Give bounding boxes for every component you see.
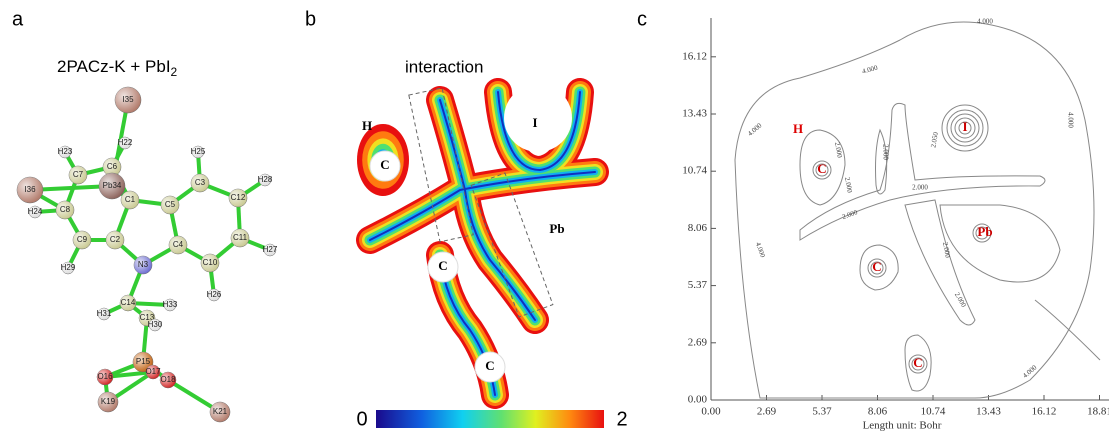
contour-label: 4.000 <box>977 18 993 26</box>
atom-label: C <box>438 258 447 273</box>
atom-label: C3 <box>195 178 206 187</box>
x-tick-label: 8.06 <box>868 406 888 418</box>
atom-label: C <box>380 157 389 172</box>
atom-label: C6 <box>107 162 118 171</box>
title-subscript: 2 <box>171 65 178 79</box>
atom-label: Pb <box>549 221 564 236</box>
contour <box>940 205 1060 282</box>
x-tick-label: 10.74 <box>921 406 946 418</box>
y-tick-label: 16.12 <box>682 50 707 62</box>
contour-label: 4.000 <box>861 64 879 76</box>
atom-label: Pb <box>977 224 992 239</box>
atom-label: O17 <box>145 367 161 376</box>
contour-label: 4.000 <box>1066 112 1074 128</box>
atom-label: C4 <box>173 240 184 249</box>
atom-label: I35 <box>122 95 134 104</box>
x-tick-label: 13.43 <box>976 406 1001 418</box>
atom-label: H29 <box>61 263 76 272</box>
atom-label: I36 <box>24 185 36 194</box>
molecule: I35 H22 H23 C6 C7 Pb34 I36 H24 C8 C1 C5 C3 H25 C12 H28… <box>17 87 278 422</box>
atom-label: C11 <box>233 233 248 242</box>
atom-label: H22 <box>118 138 133 147</box>
colorbar-label: 0 <box>356 408 367 430</box>
atom-label: H33 <box>163 300 178 309</box>
atom-label: H <box>362 118 372 133</box>
y-tick-label: 5.37 <box>688 279 708 291</box>
x-tick-label: 18.81 <box>1087 406 1109 418</box>
atom-label: C5 <box>165 200 176 209</box>
atom-label: C <box>913 355 922 370</box>
contour <box>735 22 1094 398</box>
atom-label: H23 <box>58 147 73 156</box>
atom-label: K21 <box>213 407 228 416</box>
atom-label: I <box>962 119 967 134</box>
contour <box>800 103 1045 240</box>
contour-label: 2.000 <box>912 184 928 192</box>
contour-label: 4.000 <box>746 121 764 138</box>
contour-plot: 0.00 2.69 5.37 8.06 10.74 13.43 16.12 18.81 0.00… <box>682 18 1109 432</box>
x-tick-label: 0.00 <box>701 406 721 418</box>
atom-label: Pb34 <box>103 181 122 190</box>
contour <box>1035 300 1100 360</box>
y-tick-label: 2.69 <box>688 336 708 348</box>
x-axis-title: Length unit: Bohr <box>863 420 942 432</box>
atom-label: H <box>793 121 803 136</box>
atom-label: H24 <box>28 207 43 216</box>
contour-label: 2.000 <box>941 241 952 258</box>
atom-label: H27 <box>263 245 278 254</box>
atom-label: H28 <box>258 175 273 184</box>
atom-label: N3 <box>138 260 149 269</box>
y-tick-label: 0.00 <box>688 394 708 406</box>
atom-label: H25 <box>191 147 206 156</box>
core <box>504 84 572 152</box>
x-tick-label: 5.37 <box>812 406 832 418</box>
contour-label: 2.000 <box>841 208 859 221</box>
atom-label: C1 <box>125 195 136 204</box>
panel-title: 2PACz-K + PbI2 <box>57 57 178 79</box>
contour-label: 2.050 <box>929 131 940 148</box>
y-tick-label: 13.43 <box>682 108 707 120</box>
atom-label: O16 <box>97 372 113 381</box>
atom-label: H31 <box>97 309 112 318</box>
panel-letter: c <box>637 8 647 30</box>
panel-title: interaction <box>405 57 483 76</box>
elf-map: H C I Pb C C 0 2 <box>356 84 627 430</box>
atom-label: H26 <box>207 290 222 299</box>
contour-label: 2.000 <box>881 144 889 160</box>
atom-label: C10 <box>203 258 218 267</box>
y-tick-label: 10.74 <box>682 165 707 177</box>
contour-label: 2.000 <box>833 141 844 158</box>
atom-label: C9 <box>77 235 88 244</box>
y-tick-label: 8.06 <box>688 222 708 234</box>
atom-label: P15 <box>136 357 151 366</box>
contour-label: 2.000 <box>843 176 854 193</box>
contour-label: 4.000 <box>754 241 767 259</box>
atom-label: C <box>872 259 881 274</box>
contour-label: 4.000 <box>1021 363 1039 380</box>
atom-label: C12 <box>231 193 246 202</box>
figure: a 2PACz-K + PbI2 b interaction c I35H22H… <box>0 0 1109 436</box>
contour-label: 2.000 <box>953 291 968 309</box>
atom-label: C2 <box>110 235 121 244</box>
atom-label: O18 <box>160 375 176 384</box>
panel-letter: b <box>305 8 316 30</box>
atom-label: C8 <box>60 205 71 214</box>
x-tick-label: 2.69 <box>757 406 777 418</box>
atom-label: C7 <box>73 170 84 179</box>
atom-label: C <box>817 161 826 176</box>
atom-label: C14 <box>121 298 136 307</box>
atom-label: C <box>485 358 494 373</box>
atom-label: H30 <box>148 320 163 329</box>
atom-label: I <box>532 115 537 130</box>
atom-label: K19 <box>101 397 116 406</box>
colorbar-label: 2 <box>616 408 627 430</box>
title-main: 2PACz-K + PbI <box>57 57 171 76</box>
x-tick-label: 16.12 <box>1032 406 1057 418</box>
panel-letter: a <box>12 8 24 30</box>
contour <box>876 130 887 194</box>
colorbar <box>376 410 604 428</box>
